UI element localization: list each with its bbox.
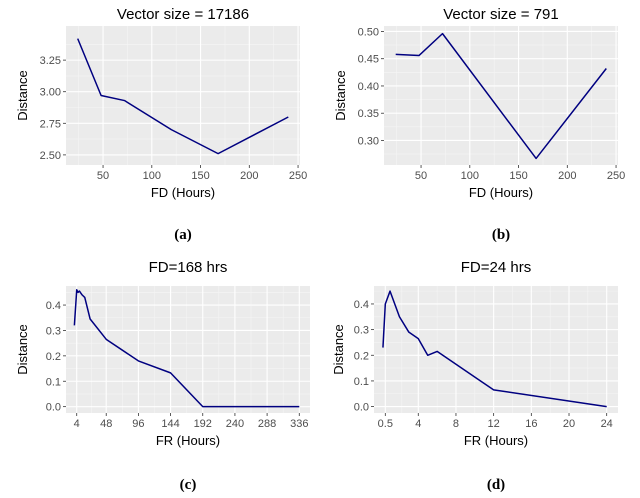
x-tick-label: 100 bbox=[461, 170, 479, 182]
y-tick-label: 0.45 bbox=[358, 54, 379, 66]
y-tick-label: 0.4 bbox=[354, 299, 369, 311]
x-axis-title: FR (Hours) bbox=[156, 433, 220, 448]
x-tick-label: 8 bbox=[453, 418, 459, 430]
x-tick-label: 50 bbox=[97, 170, 109, 182]
y-tick-label: 0.4 bbox=[46, 300, 61, 312]
x-tick-label: 200 bbox=[240, 170, 258, 182]
x-tick-label: 250 bbox=[289, 170, 307, 182]
x-tick-label: 16 bbox=[525, 418, 537, 430]
y-axis-title: Distance bbox=[15, 70, 30, 121]
panel-caption: (b) bbox=[492, 227, 510, 243]
y-tick-label: 3.25 bbox=[40, 55, 61, 67]
panel-c: 0.0 0.1 0.2 0.3 0.4 4 48 96 144 192 240 288 336 FD=16… bbox=[15, 259, 310, 493]
panel-caption: (d) bbox=[487, 477, 505, 493]
panel-title: FD=168 hrs bbox=[149, 259, 228, 276]
x-axis-title: FD (Hours) bbox=[151, 185, 215, 200]
y-tick-label: 0.50 bbox=[358, 26, 379, 38]
y-tick-label: 0.3 bbox=[354, 325, 369, 337]
x-tick-label: 4 bbox=[415, 418, 421, 430]
y-tick-label: 0.3 bbox=[46, 325, 61, 337]
panel-title: FD=24 hrs bbox=[461, 259, 531, 276]
y-tick-label: 0.40 bbox=[358, 81, 379, 93]
x-tick-label: 48 bbox=[100, 418, 112, 430]
panel-title: Vector size = 17186 bbox=[117, 6, 249, 23]
y-tick-label: 0.1 bbox=[354, 376, 369, 388]
panel-a: 2.50 2.75 3.00 3.25 50 100 150 200 250 Vector siz… bbox=[15, 6, 307, 243]
series-line bbox=[395, 32, 607, 160]
y-tick-label: 0.0 bbox=[354, 402, 369, 414]
panel-caption: (c) bbox=[180, 477, 197, 493]
x-tick-label: 96 bbox=[132, 418, 144, 430]
x-tick-label: 200 bbox=[558, 170, 576, 182]
x-tick-label: 50 bbox=[415, 170, 427, 182]
panel-d: 0.0 0.1 0.2 0.3 0.4 0.5 4 8 12 16 20 24 FD=24 hrs FR … bbox=[331, 259, 618, 493]
x-tick-label: 12 bbox=[488, 418, 500, 430]
x-tick-label: 336 bbox=[290, 418, 308, 430]
y-tick-label: 2.75 bbox=[40, 118, 61, 130]
x-tick-label: 100 bbox=[143, 170, 161, 182]
y-axis-title: Distance bbox=[15, 324, 30, 375]
y-axis-title: Distance bbox=[331, 324, 346, 375]
x-axis-title: FR (Hours) bbox=[464, 433, 528, 448]
y-tick-label: 0.2 bbox=[354, 350, 369, 362]
x-tick-label: 240 bbox=[226, 418, 244, 430]
x-tick-label: 20 bbox=[563, 418, 575, 430]
x-tick-label: 144 bbox=[161, 418, 179, 430]
panel-b: 0.30 0.35 0.40 0.45 0.50 50 100 150 200 250 Vector… bbox=[333, 6, 625, 243]
x-tick-label: 150 bbox=[191, 170, 209, 182]
x-axis-title: FD (Hours) bbox=[469, 185, 533, 200]
y-axis-title: Distance bbox=[333, 70, 348, 121]
plot-area bbox=[384, 26, 618, 165]
x-tick-label: 150 bbox=[509, 170, 527, 182]
y-tick-label: 0.35 bbox=[358, 108, 379, 120]
x-tick-label: 0.5 bbox=[378, 418, 393, 430]
series-line bbox=[77, 38, 289, 155]
y-tick-label: 0.2 bbox=[46, 351, 61, 363]
x-tick-label: 4 bbox=[74, 418, 80, 430]
x-tick-label: 24 bbox=[601, 418, 613, 430]
x-tick-label: 192 bbox=[194, 418, 212, 430]
y-tick-label: 2.50 bbox=[40, 150, 61, 162]
plot-area bbox=[66, 26, 300, 165]
x-tick-label: 288 bbox=[258, 418, 276, 430]
series-line bbox=[382, 290, 607, 408]
y-tick-label: 0.30 bbox=[358, 135, 379, 147]
panel-caption: (a) bbox=[174, 227, 192, 243]
y-tick-label: 0.0 bbox=[46, 402, 61, 414]
plot-area bbox=[374, 286, 618, 413]
y-tick-label: 0.1 bbox=[46, 376, 61, 388]
x-tick-label: 250 bbox=[607, 170, 625, 182]
panel-title: Vector size = 791 bbox=[443, 6, 559, 23]
y-tick-label: 3.00 bbox=[40, 87, 61, 99]
series-line bbox=[73, 289, 300, 408]
